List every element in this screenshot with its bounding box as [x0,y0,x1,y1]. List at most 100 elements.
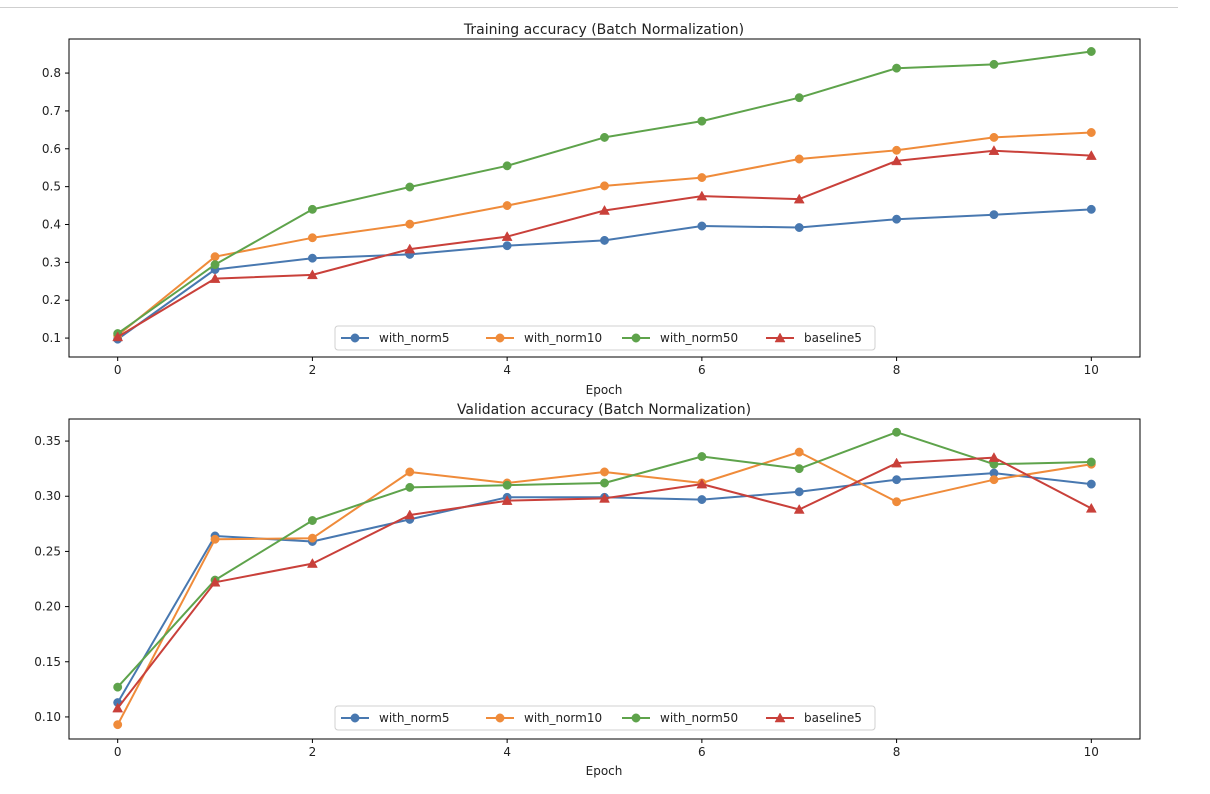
validation-y-tick-label: 0.15 [34,655,61,669]
training-x-axis-label: Epoch [586,383,623,397]
training-point-baseline5 [988,145,1000,155]
training-y-tick-label: 0.3 [42,255,61,269]
training-series-with_norm50 [113,47,1096,338]
training-point-with_norm5 [989,210,999,220]
validation-point-with_norm50 [600,478,609,488]
training-point-with_norm5 [600,235,609,245]
training-legend-marker [350,333,360,343]
training-legend-box [334,325,876,351]
validation-axes-frame [68,418,1141,740]
validation-series-with_norm10 [113,447,1096,730]
training-point-with_norm5 [307,253,317,263]
validation-point-with_norm50 [892,427,902,437]
training-legend-label: with_norm10 [524,331,602,345]
validation-point-baseline5 [209,576,221,587]
validation-point-with_norm5 [1086,479,1096,489]
notebook-cell-border [0,0,1178,8]
training-point-with_norm50 [405,182,415,192]
validation-point-with_norm5 [794,487,804,497]
validation-x-tick-label: 0 [114,745,122,759]
training-legend-entry: baseline5 [766,331,862,345]
validation-point-baseline5 [404,509,416,520]
validation-point-baseline5 [306,558,318,568]
validation-point-with_norm10 [405,467,415,477]
training-x-tick-label: 2 [309,363,317,377]
validation-point-with_norm5 [697,495,707,505]
training-point-with_norm10 [600,181,609,191]
validation-y-tick-label: 0.25 [34,544,61,558]
training-point-with_norm50 [502,161,512,171]
validation-point-with_norm10 [113,720,123,730]
validation-y-tick-label: 0.35 [34,434,61,448]
validation-series-with_norm50 [113,427,1096,692]
training-y-tick-label: 0.6 [42,142,61,156]
validation-legend-entry: with_norm50 [622,711,738,725]
training-point-with_norm10 [405,219,415,229]
training-accuracy-plot: Training accuracy (Batch Normalization) … [42,22,1141,397]
training-point-with_norm10 [502,201,512,211]
validation-point-with_norm10 [892,497,902,507]
validation-y-tick-label: 0.10 [34,710,61,724]
validation-x-tick-label: 10 [1084,745,1099,759]
validation-legend-entry: baseline5 [766,711,862,725]
training-point-baseline5 [501,231,513,241]
training-point-with_norm5 [502,241,512,251]
validation-accuracy-plot: Validation accuracy (Batch Normalization… [34,402,1141,778]
training-point-baseline5 [404,243,416,254]
validation-point-with_norm50 [113,682,123,692]
training-point-with_norm10 [794,154,804,164]
training-y-tick-label: 0.1 [42,331,61,345]
training-point-with_norm50 [794,93,804,103]
validation-line-with_norm5 [116,472,1092,704]
training-legend-label: baseline5 [804,331,862,345]
validation-series-with_norm5 [113,468,1096,708]
training-point-with_norm50 [697,116,707,126]
training-point-with_norm5 [1086,204,1096,214]
validation-legend-marker [631,713,641,723]
validation-legend-marker [774,712,786,723]
validation-point-baseline5 [112,702,124,713]
validation-legend-label: with_norm5 [379,711,449,725]
validation-point-with_norm50 [405,482,415,492]
validation-point-with_norm10 [794,447,804,457]
training-point-with_norm50 [1086,47,1096,56]
training-series-baseline5 [112,145,1097,342]
validation-x-tick-label: 4 [503,745,511,759]
training-point-with_norm10 [989,132,999,142]
training-line-with_norm10 [117,131,1092,337]
validation-x-axis-label: Epoch [586,764,623,778]
validation-point-baseline5 [599,492,610,503]
validation-point-with_norm50 [794,464,804,474]
training-point-with_norm10 [307,233,317,243]
training-chart-title: Training accuracy (Batch Normalization) [463,22,744,38]
training-legend-label: with_norm50 [660,331,738,345]
validation-legend-label: with_norm10 [524,711,602,725]
training-axes-frame [68,38,1141,358]
validation-legend-box [334,705,876,731]
training-legend: with_norm5 with_norm10 with_norm50 baseline… [334,325,876,351]
training-x-tick-label: 10 [1084,363,1099,377]
training-y-tick-label: 0.7 [42,104,61,118]
validation-legend-marker [350,713,360,723]
training-point-baseline5 [306,269,318,280]
validation-point-with_norm50 [1086,457,1096,467]
training-legend-marker [495,333,505,343]
training-point-with_norm50 [892,63,902,73]
validation-point-with_norm50 [697,452,707,461]
validation-series-baseline5 [112,452,1097,713]
training-point-with_norm5 [697,221,707,231]
validation-point-baseline5 [988,452,1000,462]
training-x-tick-label: 0 [114,363,122,377]
validation-point-with_norm10 [210,534,220,544]
training-x-tick-label: 4 [503,363,511,377]
validation-point-baseline5 [891,457,903,468]
training-y-tick-label: 0.8 [42,66,61,80]
training-point-with_norm10 [210,252,220,262]
training-point-with_norm50 [307,204,317,214]
training-x-tick-label: 8 [893,363,901,377]
validation-chart-title: Validation accuracy (Batch Normalization… [457,402,751,418]
validation-x-tick-label: 6 [698,745,706,759]
training-y-tick-label: 0.4 [42,218,61,232]
training-point-with_norm5 [794,223,804,232]
